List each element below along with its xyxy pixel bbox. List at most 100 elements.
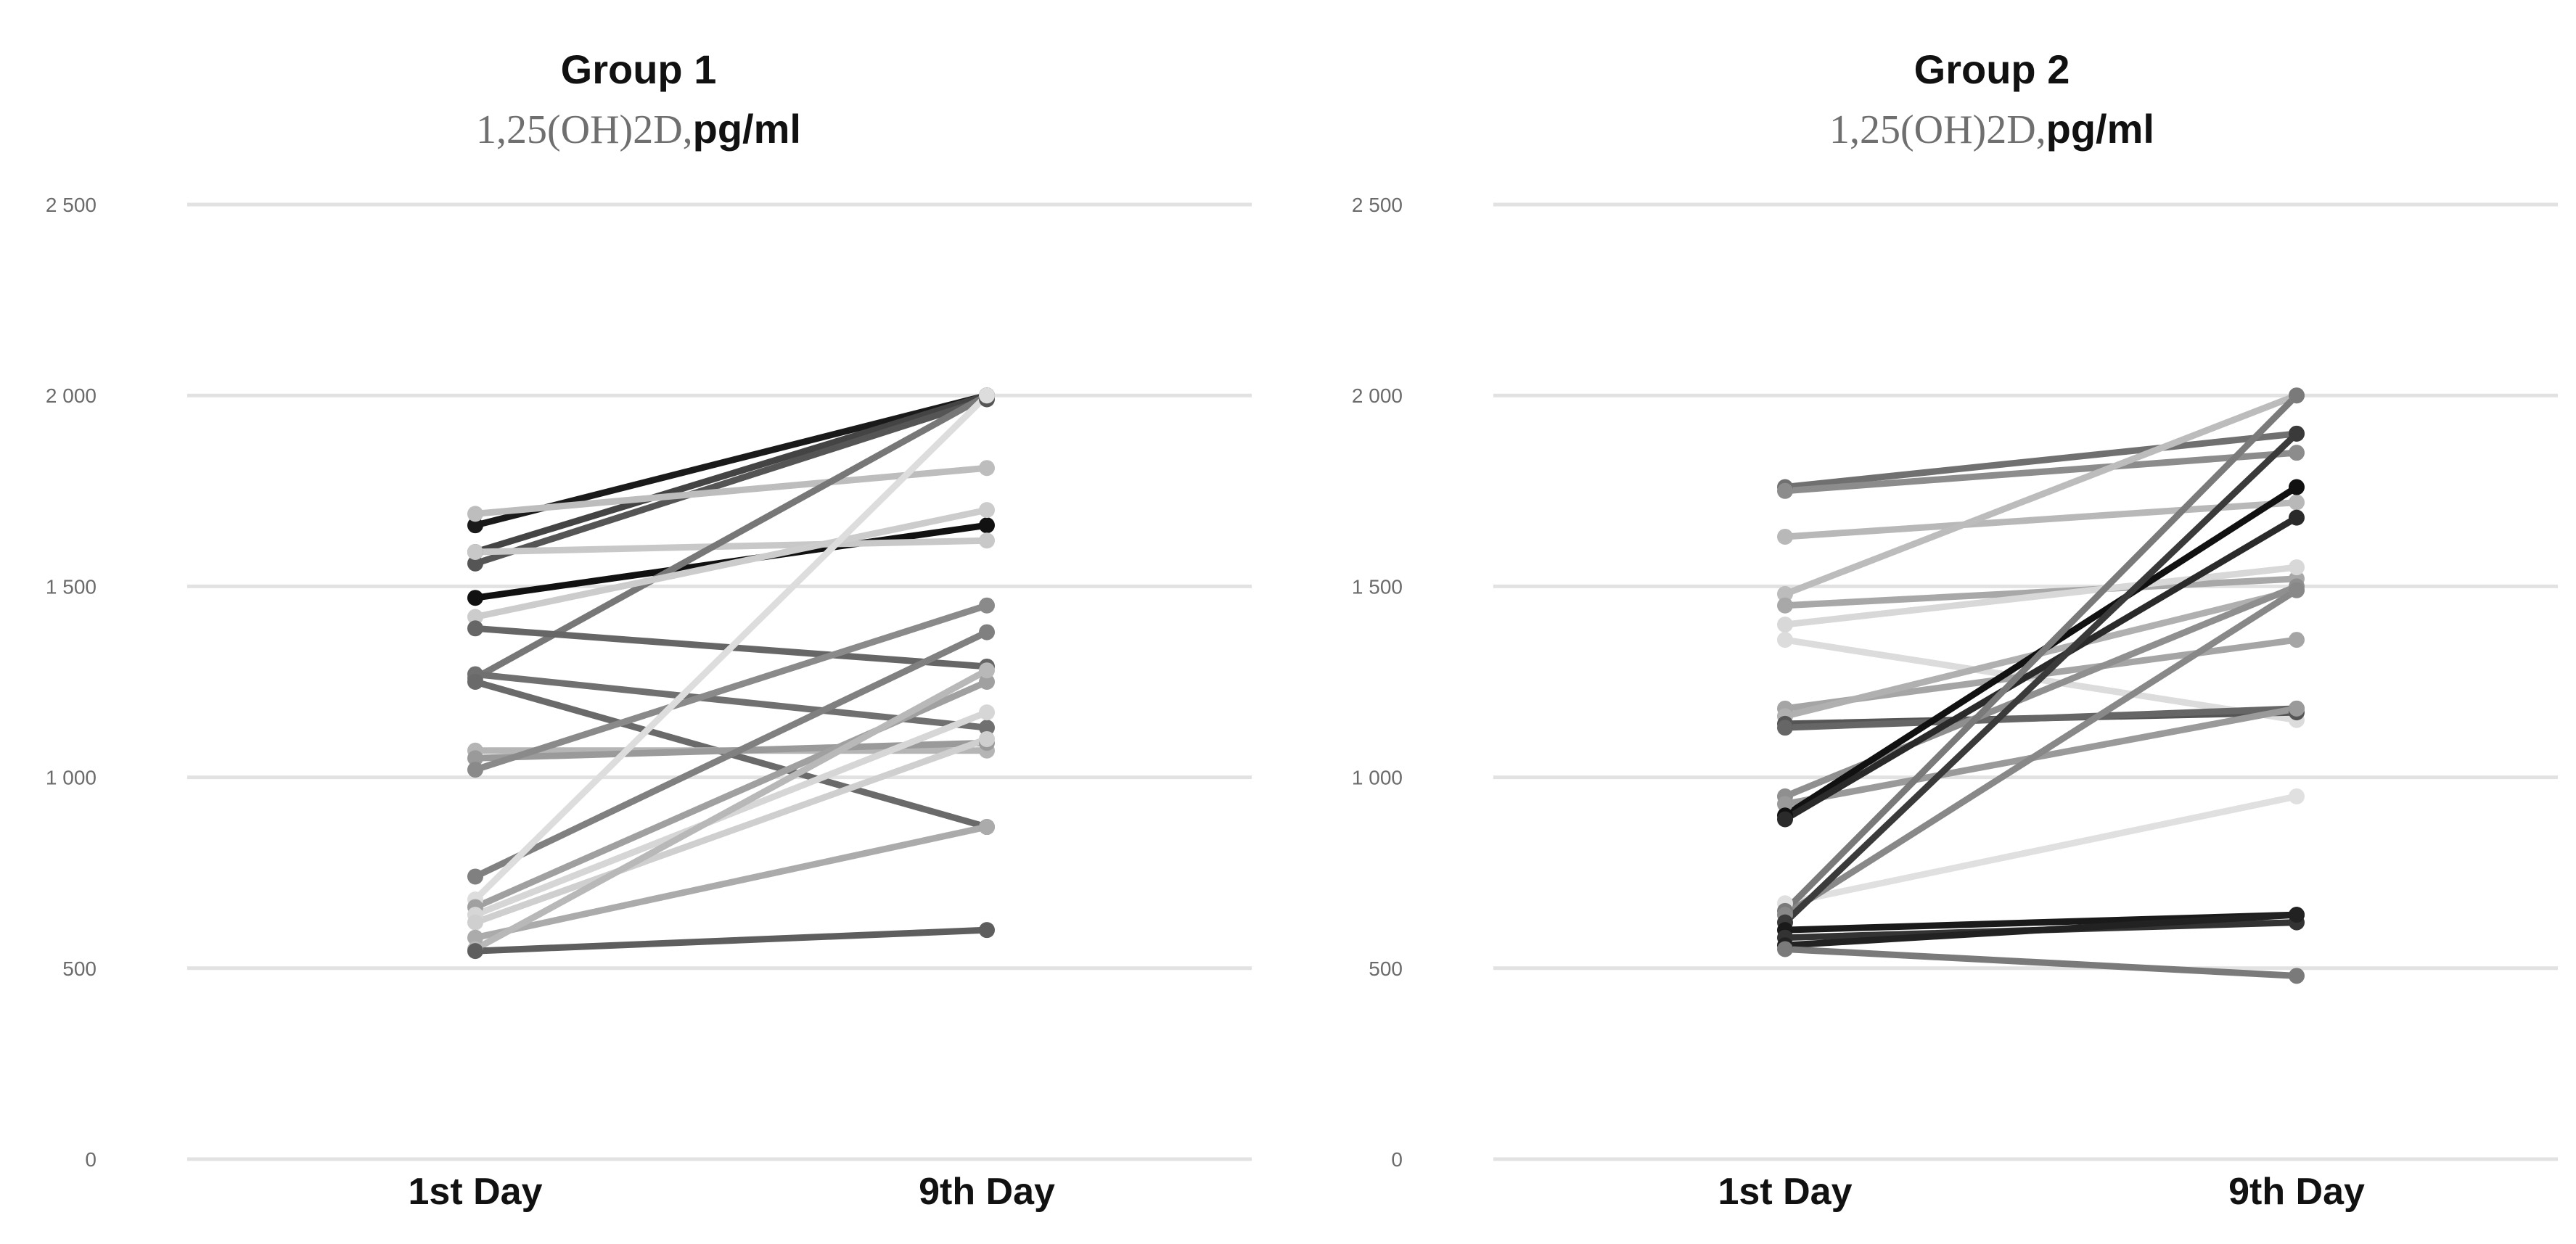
series-line (472, 392, 990, 682)
series-line (1781, 430, 2300, 491)
data-point (467, 609, 483, 625)
data-point (2289, 387, 2305, 404)
series-line (1781, 449, 2300, 495)
series-line (1781, 499, 2300, 540)
panel-group-2: Group 2 1,25(OH)2D,pg/ml 0 500 1 000 1 500 2… (1352, 46, 2558, 1213)
data-point (467, 620, 483, 637)
data-point (2289, 907, 2305, 923)
series-line (1781, 575, 2300, 609)
y-tick-label: 2 000 (1352, 384, 1403, 407)
data-point (1777, 811, 1793, 828)
data-point (979, 597, 995, 614)
y-tick-label: 500 (1369, 957, 1403, 980)
series-line (472, 395, 990, 567)
series-line (1781, 514, 2300, 823)
y-tick-label: 0 (85, 1148, 97, 1171)
data-point (2289, 445, 2305, 461)
data-point (2289, 968, 2305, 984)
y-tick-label: 2 500 (1352, 194, 1403, 216)
series-line (472, 537, 990, 556)
series-line (472, 392, 990, 556)
data-point (467, 544, 483, 561)
data-point (2289, 559, 2305, 576)
series-points (467, 387, 995, 960)
data-point (467, 674, 483, 690)
data-point (979, 460, 995, 477)
data-point (2289, 700, 2305, 717)
subtitle-unit: pg/ml (693, 106, 801, 152)
data-point (979, 532, 995, 549)
series-line (1781, 392, 2300, 598)
data-point (1777, 796, 1793, 812)
y-tick-label: 1 500 (1352, 575, 1403, 598)
series-lines (1781, 392, 2300, 979)
data-point (2289, 582, 2305, 598)
data-point (2289, 632, 2305, 648)
data-point (979, 704, 995, 721)
series-line (472, 823, 990, 942)
data-point (467, 750, 483, 767)
data-point (979, 819, 995, 836)
y-tick-label: 500 (62, 957, 97, 980)
series-line (1781, 945, 2300, 979)
data-point (1777, 632, 1793, 648)
x-tick-label-1st-day: 1st Day (1718, 1171, 1853, 1213)
series-line (472, 736, 990, 926)
data-point (979, 387, 995, 404)
data-point (467, 506, 483, 522)
y-tick-labels: 0 500 1 000 1 500 2 000 2 500 (46, 194, 97, 1171)
data-point (979, 624, 995, 640)
series-line (1781, 705, 2300, 731)
data-point (979, 922, 995, 939)
data-point (467, 590, 483, 606)
series-line (1781, 392, 2300, 915)
chart-subtitle: 1,25(OH)2D,pg/ml (1829, 106, 2154, 152)
data-point (2289, 425, 2305, 442)
data-point (2289, 788, 2305, 804)
data-point (467, 929, 483, 946)
y-tick-labels: 0 500 1 000 1 500 2 000 2 500 (1352, 194, 1403, 1171)
series-line (472, 392, 990, 903)
series-line (472, 709, 990, 918)
series-line (1781, 564, 2300, 628)
data-point (979, 674, 995, 690)
data-point (1777, 941, 1793, 957)
y-tick-label: 2 500 (46, 194, 97, 216)
series-line (1781, 587, 2300, 918)
data-point (467, 762, 483, 778)
data-point (979, 730, 995, 747)
data-point (467, 868, 483, 885)
data-point (1777, 482, 1793, 499)
subtitle-unit: pg/ml (2046, 106, 2154, 152)
x-tick-label-9th-day: 9th Day (2228, 1171, 2365, 1213)
data-point (979, 662, 995, 679)
x-tick-label-9th-day: 9th Day (919, 1171, 1055, 1213)
series-lines (472, 392, 990, 955)
chart-title: Group 1 (561, 46, 717, 92)
chart-title: Group 2 (1914, 46, 2070, 92)
subtitle-prefix: 1,25(OH)2D, (476, 107, 693, 152)
data-point (467, 914, 483, 931)
data-point (467, 555, 483, 572)
data-point (1777, 585, 1793, 602)
chart-subtitle: 1,25(OH)2D,pg/ml (476, 106, 801, 152)
data-point (1777, 617, 1793, 633)
y-tick-label: 1 000 (1352, 767, 1403, 789)
data-point (467, 943, 483, 960)
data-point (979, 502, 995, 519)
subtitle-prefix: 1,25(OH)2D, (1829, 107, 2046, 152)
data-point (1777, 528, 1793, 545)
y-tick-label: 1 000 (46, 767, 97, 789)
series-line (472, 667, 990, 952)
x-tick-label-1st-day: 1st Day (409, 1171, 543, 1213)
y-tick-label: 0 (1391, 1148, 1403, 1171)
series-line (1781, 911, 2300, 949)
gridlines (1493, 202, 2558, 1161)
data-point (979, 517, 995, 534)
series-points (1777, 387, 2305, 984)
data-point (2289, 479, 2305, 495)
series-line (472, 629, 990, 880)
data-point (979, 720, 995, 736)
data-point (1777, 597, 1793, 614)
